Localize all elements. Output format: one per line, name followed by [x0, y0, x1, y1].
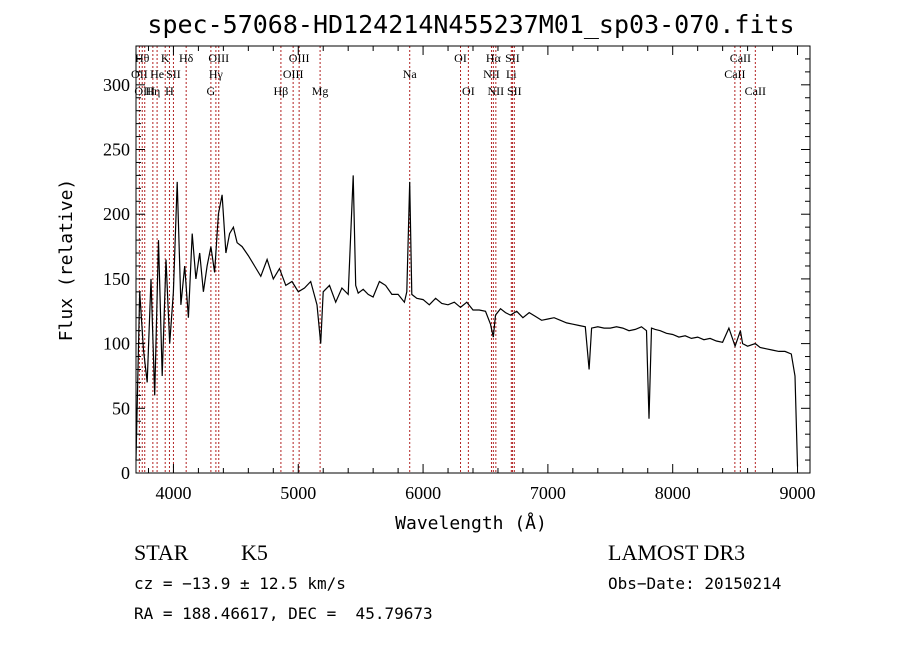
axis-ticks: 4000 5000 6000 7000 8000 9000 0 50 100 150 200 250 3…	[103, 46, 816, 503]
spectral-line-label: Hδ	[179, 51, 194, 65]
survey-name: LAMOST DR3	[608, 540, 746, 565]
x-axis-label: Wavelength (Å)	[395, 512, 547, 534]
x-tick-label: 8000	[655, 483, 691, 503]
spectral-line-label: Mg	[312, 84, 329, 98]
x-tick-label: 6000	[405, 483, 441, 503]
spectral-line-label: OII	[131, 67, 148, 81]
spectral-line-label: NII	[483, 67, 500, 81]
x-tick-label: 9000	[780, 483, 816, 503]
x-tick-label: 5000	[280, 483, 316, 503]
spectral-line-label: H	[165, 84, 174, 98]
y-tick-label: 150	[103, 269, 130, 289]
y-tick-label: 50	[112, 398, 130, 418]
y-tick-label: 100	[103, 334, 130, 354]
y-tick-label: 200	[103, 204, 130, 224]
observation-date: Obs−Date: 20150214	[608, 574, 782, 593]
spectral-line-label: SII	[166, 67, 181, 81]
spectral-line-label: OIII	[134, 84, 155, 98]
spectral-line-label: Na	[403, 67, 418, 81]
y-tick-label: 250	[103, 140, 130, 160]
spectral-line-label: CaII	[745, 84, 766, 98]
object-subclass: K5	[241, 540, 268, 565]
object-class: STAR	[134, 540, 189, 565]
redshift-velocity: cz = −13.9 ± 12.5 km/s	[134, 574, 346, 593]
spectral-line-label: OIII	[289, 51, 310, 65]
spectral-line-label: K	[161, 51, 170, 65]
spectral-line-label: SII	[507, 84, 522, 98]
coordinates: RA = 188.46617, DEC = 45.79673	[134, 604, 433, 623]
spectral-line-label: Hβ	[274, 84, 289, 98]
spectral-line-label: Li	[506, 67, 517, 81]
spectral-line-label: Hα	[486, 51, 502, 65]
spectral-line-markers: OIIHθOIIIHηHeKHSIIHδGHγOIIIHβOIIIOIIIMgN…	[131, 46, 766, 473]
spectral-line-label: CaII	[730, 51, 751, 65]
spectral-line-label: CaII	[724, 67, 745, 81]
chart-title: spec-57068-HD124214N455237M01_sp03-070.f…	[147, 10, 794, 39]
plot-frame	[135, 45, 811, 474]
spectral-line-label: G	[207, 84, 216, 98]
spectral-line-label: Hθ	[135, 51, 150, 65]
spectral-line-label: OI	[462, 84, 475, 98]
spectral-line-label: Hγ	[209, 67, 224, 81]
spectral-line-label: He	[150, 67, 164, 81]
y-tick-label: 300	[103, 75, 130, 95]
spectral-line-label: OIII	[283, 67, 304, 81]
x-tick-label: 7000	[530, 483, 566, 503]
spectrum-line	[135, 175, 799, 467]
y-tick-label: 0	[121, 463, 130, 483]
spectral-line-label: SII	[505, 51, 520, 65]
y-axis-label: Flux (relative)	[56, 179, 77, 342]
spectral-line-label: OIII	[208, 51, 229, 65]
x-tick-label: 4000	[155, 483, 191, 503]
spectral-line-label: NII	[488, 84, 505, 98]
spectral-line-label: OI	[454, 51, 467, 65]
spectral-line-label: Hη	[145, 84, 160, 98]
